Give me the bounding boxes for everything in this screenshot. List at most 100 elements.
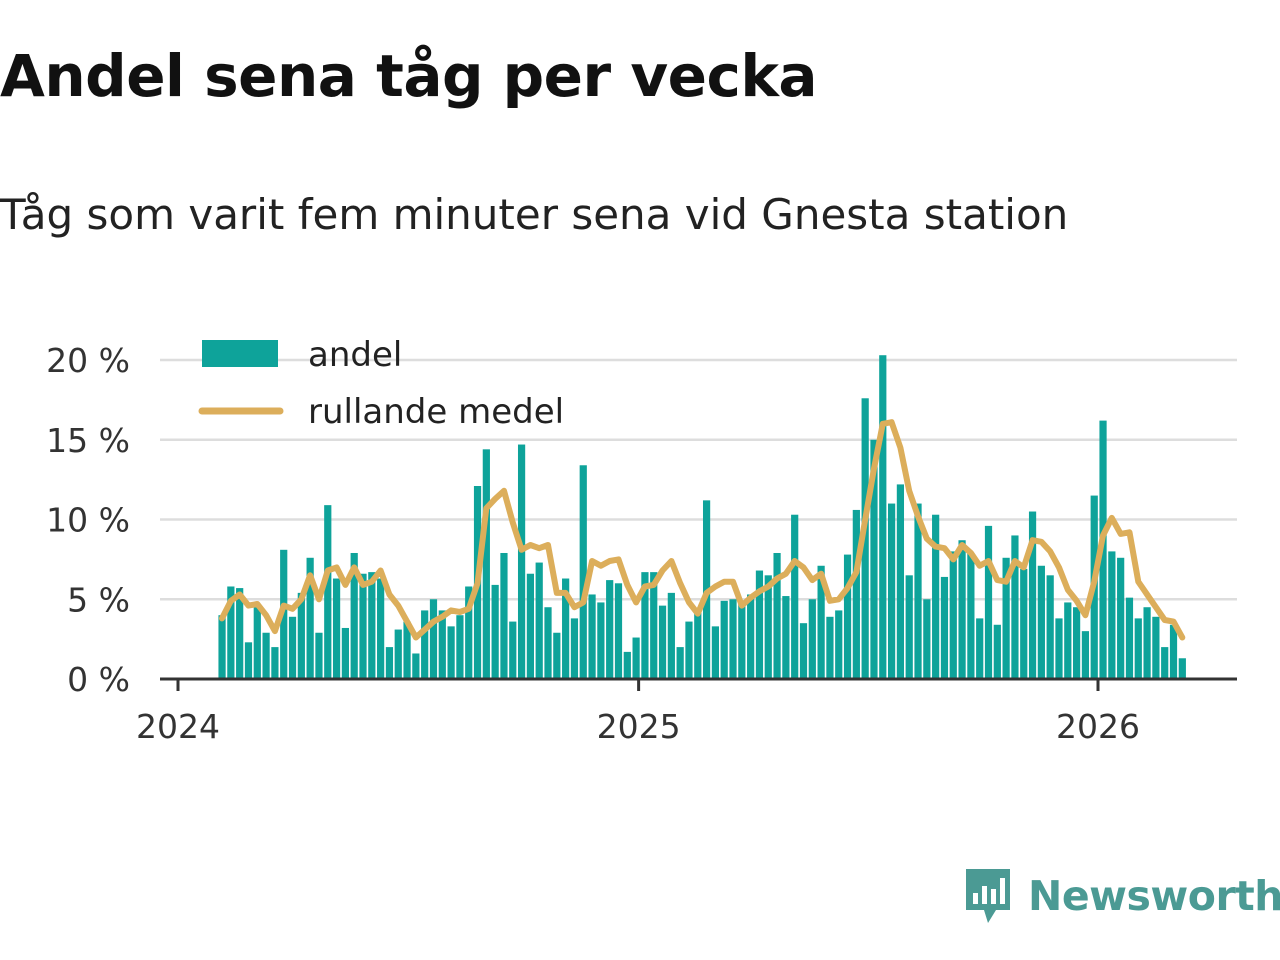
bar bbox=[764, 575, 772, 679]
bar bbox=[843, 554, 852, 679]
y-tick-label: 10 % bbox=[46, 501, 130, 540]
bar bbox=[923, 599, 931, 679]
bar bbox=[1143, 607, 1151, 679]
bar bbox=[650, 572, 658, 679]
bar bbox=[262, 632, 270, 679]
bar bbox=[808, 599, 816, 679]
bar bbox=[976, 618, 984, 679]
bar bbox=[967, 552, 975, 679]
bar bbox=[799, 623, 808, 679]
bar bbox=[1011, 535, 1019, 679]
bar bbox=[438, 610, 446, 679]
bar bbox=[817, 565, 825, 679]
bar bbox=[465, 586, 473, 679]
bar bbox=[1046, 575, 1054, 679]
bar bbox=[385, 647, 394, 679]
bar bbox=[905, 575, 913, 679]
bar bbox=[271, 647, 279, 679]
brand-name: Newsworthy bbox=[1028, 872, 1280, 920]
legend-label-bar: andel bbox=[308, 335, 402, 375]
legend-swatch-bar bbox=[202, 340, 278, 367]
bar bbox=[879, 355, 887, 679]
bar bbox=[491, 584, 499, 679]
bar bbox=[632, 637, 640, 679]
bar bbox=[588, 594, 596, 679]
bar bbox=[826, 616, 834, 679]
bar bbox=[940, 576, 949, 679]
x-tick-label: 2025 bbox=[597, 707, 681, 746]
bar bbox=[1072, 607, 1081, 679]
y-tick-label: 15 % bbox=[46, 421, 130, 460]
bar bbox=[738, 604, 746, 679]
bar bbox=[526, 573, 534, 679]
line-series bbox=[219, 419, 1186, 641]
bar bbox=[218, 615, 226, 679]
bar bbox=[852, 509, 860, 679]
bar bbox=[429, 599, 438, 679]
bar bbox=[394, 629, 402, 679]
bar bbox=[288, 616, 297, 679]
bar bbox=[958, 540, 966, 679]
bar bbox=[993, 624, 1001, 679]
bar bbox=[914, 503, 922, 679]
bar bbox=[685, 621, 693, 679]
bar bbox=[544, 607, 552, 679]
bar bbox=[747, 594, 755, 679]
bar bbox=[658, 605, 667, 679]
bar bbox=[1055, 618, 1063, 679]
bar bbox=[297, 592, 305, 679]
bar bbox=[896, 484, 905, 679]
bar bbox=[949, 551, 957, 679]
bar bbox=[421, 610, 429, 679]
bar bbox=[350, 552, 358, 679]
bar bbox=[456, 615, 464, 679]
chart-subtitle: Tåg som varit fem minuter sena vid Gnest… bbox=[0, 190, 1069, 239]
bar bbox=[244, 642, 253, 679]
chart-svg: 0 % 5 % 10 % 15 % 20 % 2024 2025 2026 andel rul… bbox=[46, 335, 1237, 746]
bar bbox=[729, 599, 737, 679]
bar bbox=[791, 514, 799, 679]
x-tick-label: 2024 bbox=[136, 707, 220, 746]
bar bbox=[570, 618, 579, 679]
bar bbox=[535, 562, 543, 679]
bar bbox=[667, 592, 675, 679]
bar bbox=[412, 653, 420, 679]
bar bbox=[641, 572, 649, 679]
brand-logo: Newsworthy bbox=[962, 866, 1280, 926]
bar bbox=[887, 503, 896, 679]
y-tick-label: 5 % bbox=[67, 580, 130, 619]
newsworthy-logo-icon bbox=[966, 869, 1010, 923]
bar bbox=[676, 647, 684, 679]
legend: andel rullande medel bbox=[198, 335, 564, 432]
bar bbox=[773, 552, 781, 679]
bar bbox=[720, 600, 728, 679]
bar bbox=[306, 557, 314, 679]
bar bbox=[1028, 511, 1037, 679]
rolling-mean-line bbox=[219, 419, 1186, 641]
bar bbox=[1020, 568, 1028, 679]
bar bbox=[861, 398, 869, 679]
bar bbox=[1081, 631, 1090, 679]
y-tick-label: 20 % bbox=[46, 341, 130, 380]
bar bbox=[368, 572, 376, 679]
bar bbox=[377, 578, 385, 679]
bar bbox=[500, 552, 508, 679]
bar bbox=[694, 608, 702, 679]
bar bbox=[1108, 551, 1116, 679]
bar bbox=[623, 651, 631, 679]
bar bbox=[509, 621, 517, 679]
bar bbox=[1037, 565, 1045, 679]
bar bbox=[614, 583, 623, 679]
bar bbox=[1161, 647, 1169, 679]
bar bbox=[782, 596, 790, 679]
y-tick-label: 0 % bbox=[67, 660, 130, 699]
bar bbox=[403, 621, 411, 679]
bar bbox=[606, 580, 614, 679]
bar bbox=[870, 439, 878, 679]
x-tick-label: 2026 bbox=[1056, 707, 1140, 746]
bar bbox=[315, 632, 323, 679]
bar bbox=[482, 449, 490, 679]
bar bbox=[835, 610, 843, 679]
bar bbox=[1134, 618, 1142, 679]
bar bbox=[236, 588, 244, 679]
